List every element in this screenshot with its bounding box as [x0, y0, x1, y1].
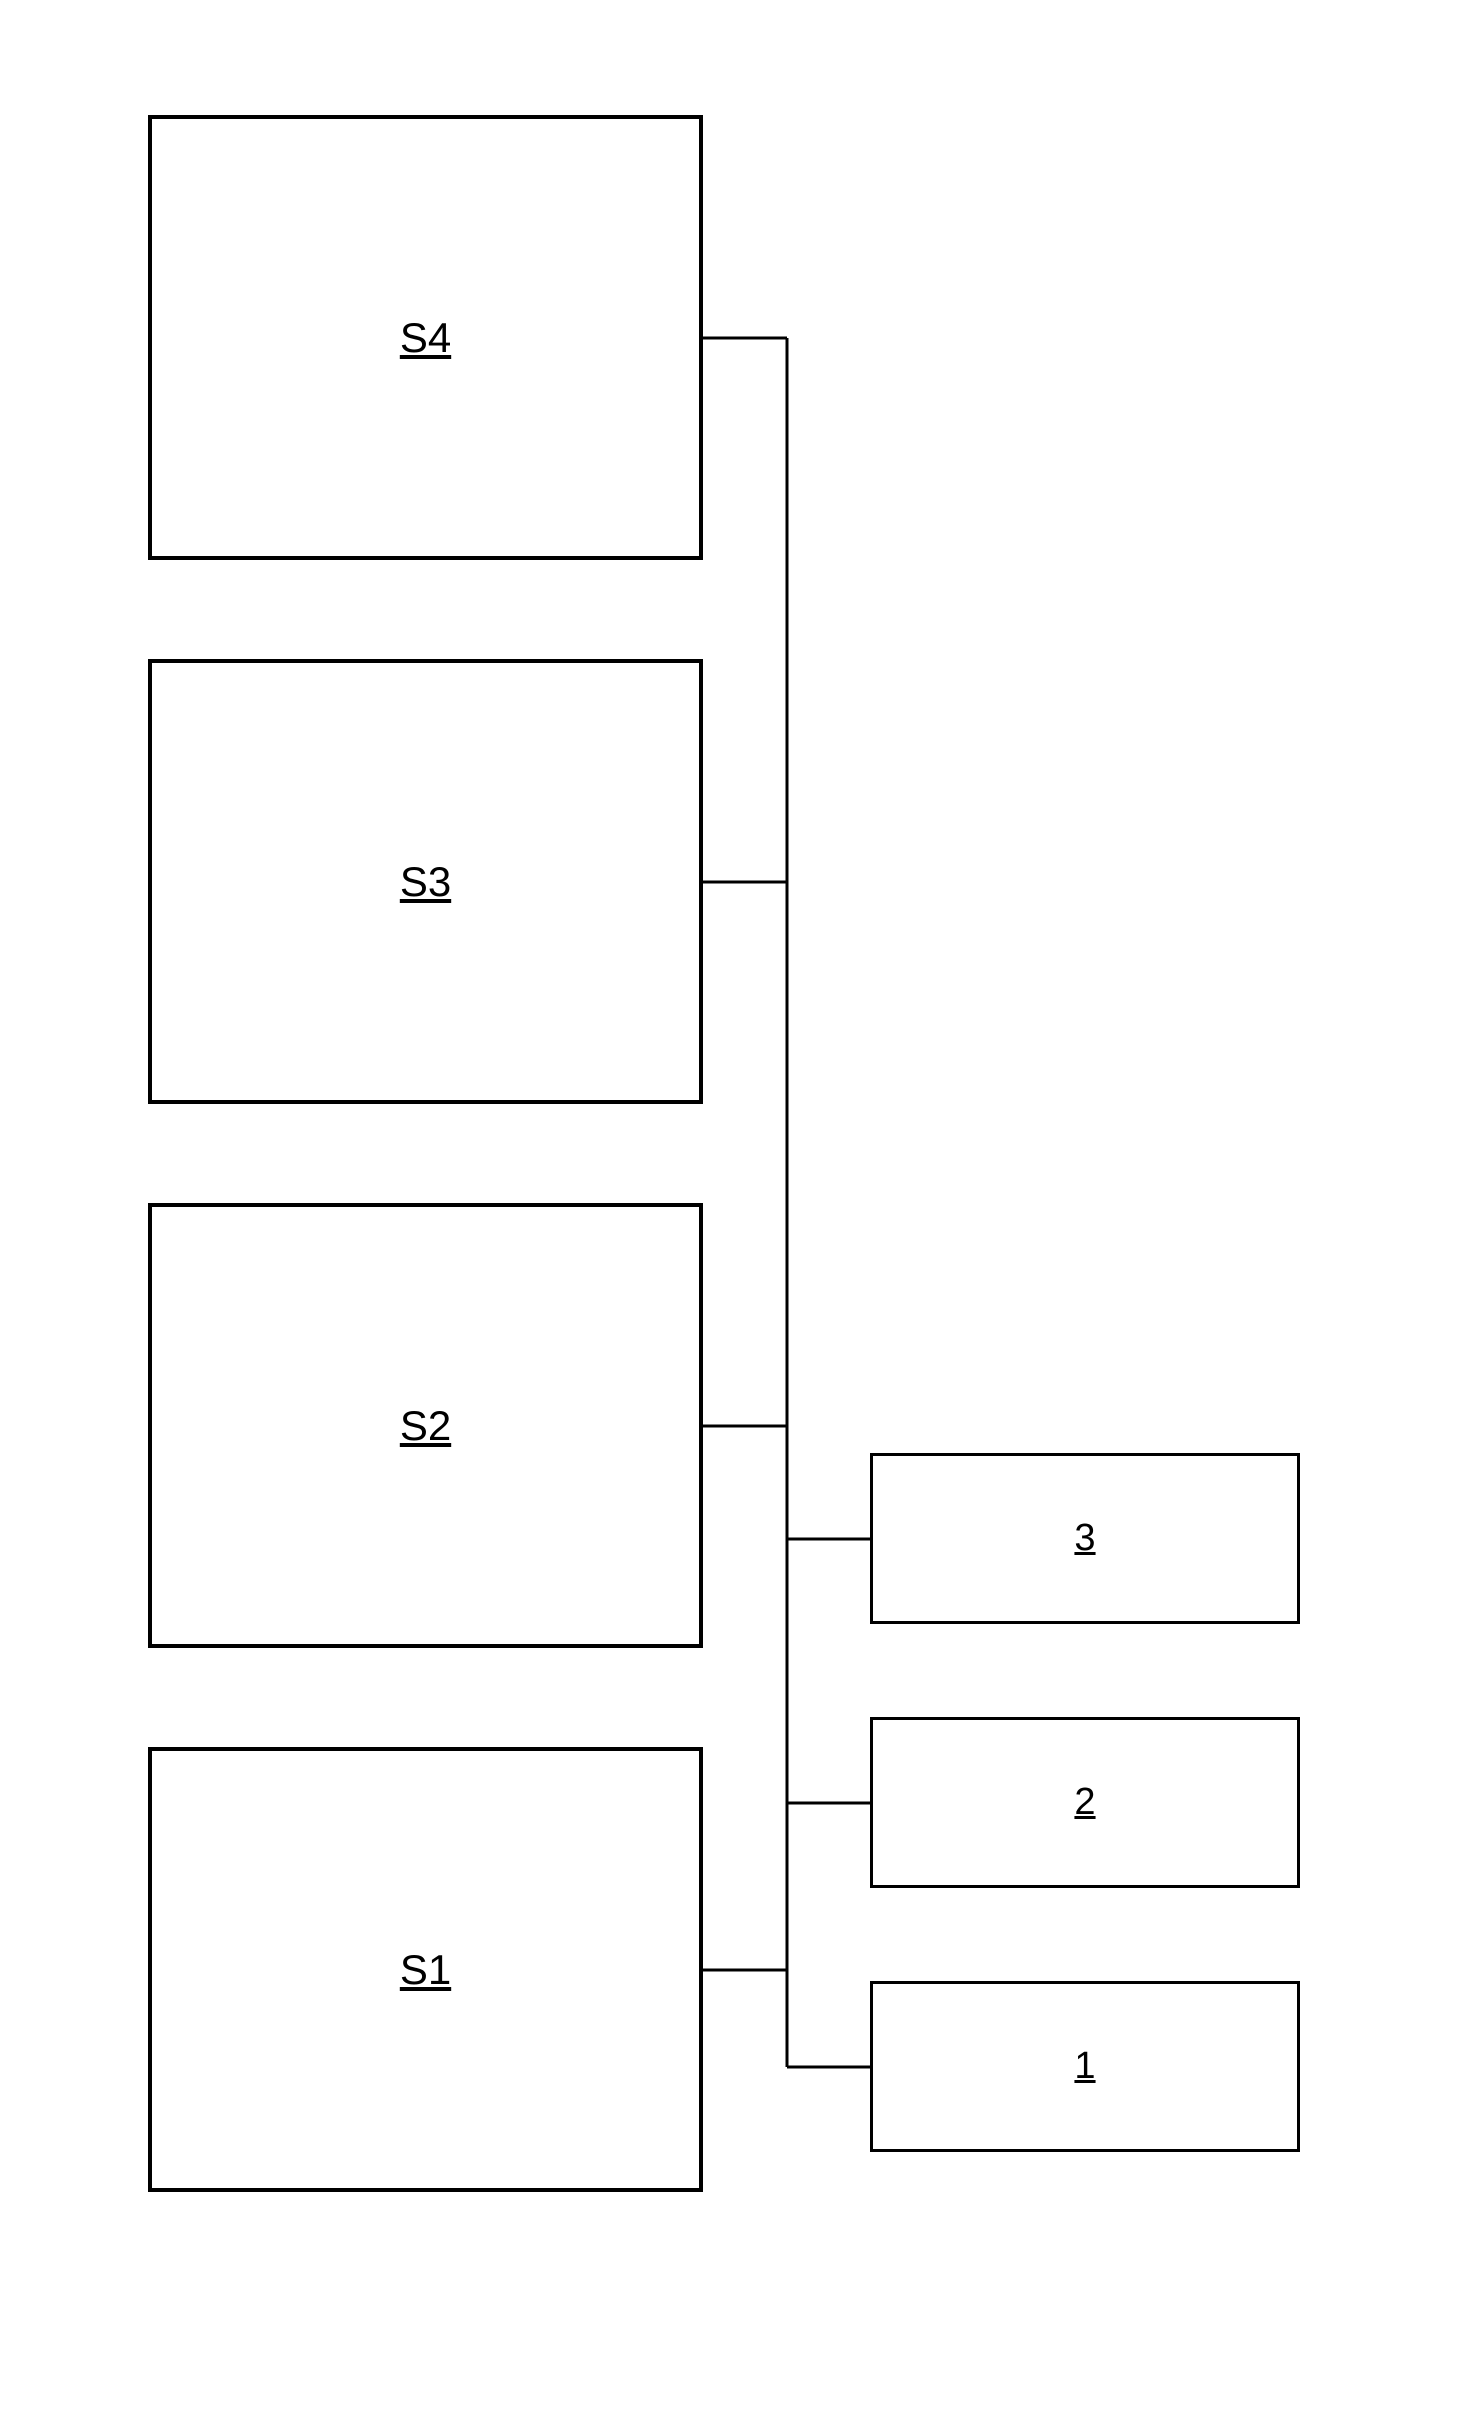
node-s2: S2	[148, 1203, 703, 1648]
node-label-s3: S3	[400, 858, 451, 906]
hierarchy-diagram: S4 S3 S2 S1 3 2 1	[0, 0, 1472, 2425]
node-s4: S4	[148, 115, 703, 560]
node-label-s2: S2	[400, 1402, 451, 1450]
node-label-n2: 2	[1074, 1781, 1095, 1824]
node-n2: 2	[870, 1717, 1300, 1888]
node-n3: 3	[870, 1453, 1300, 1624]
node-label-n1: 1	[1074, 2045, 1095, 2088]
node-s3: S3	[148, 659, 703, 1104]
node-label-s4: S4	[400, 314, 451, 362]
node-s1: S1	[148, 1747, 703, 2192]
node-n1: 1	[870, 1981, 1300, 2152]
node-label-s1: S1	[400, 1946, 451, 1994]
node-label-n3: 3	[1074, 1517, 1095, 1560]
